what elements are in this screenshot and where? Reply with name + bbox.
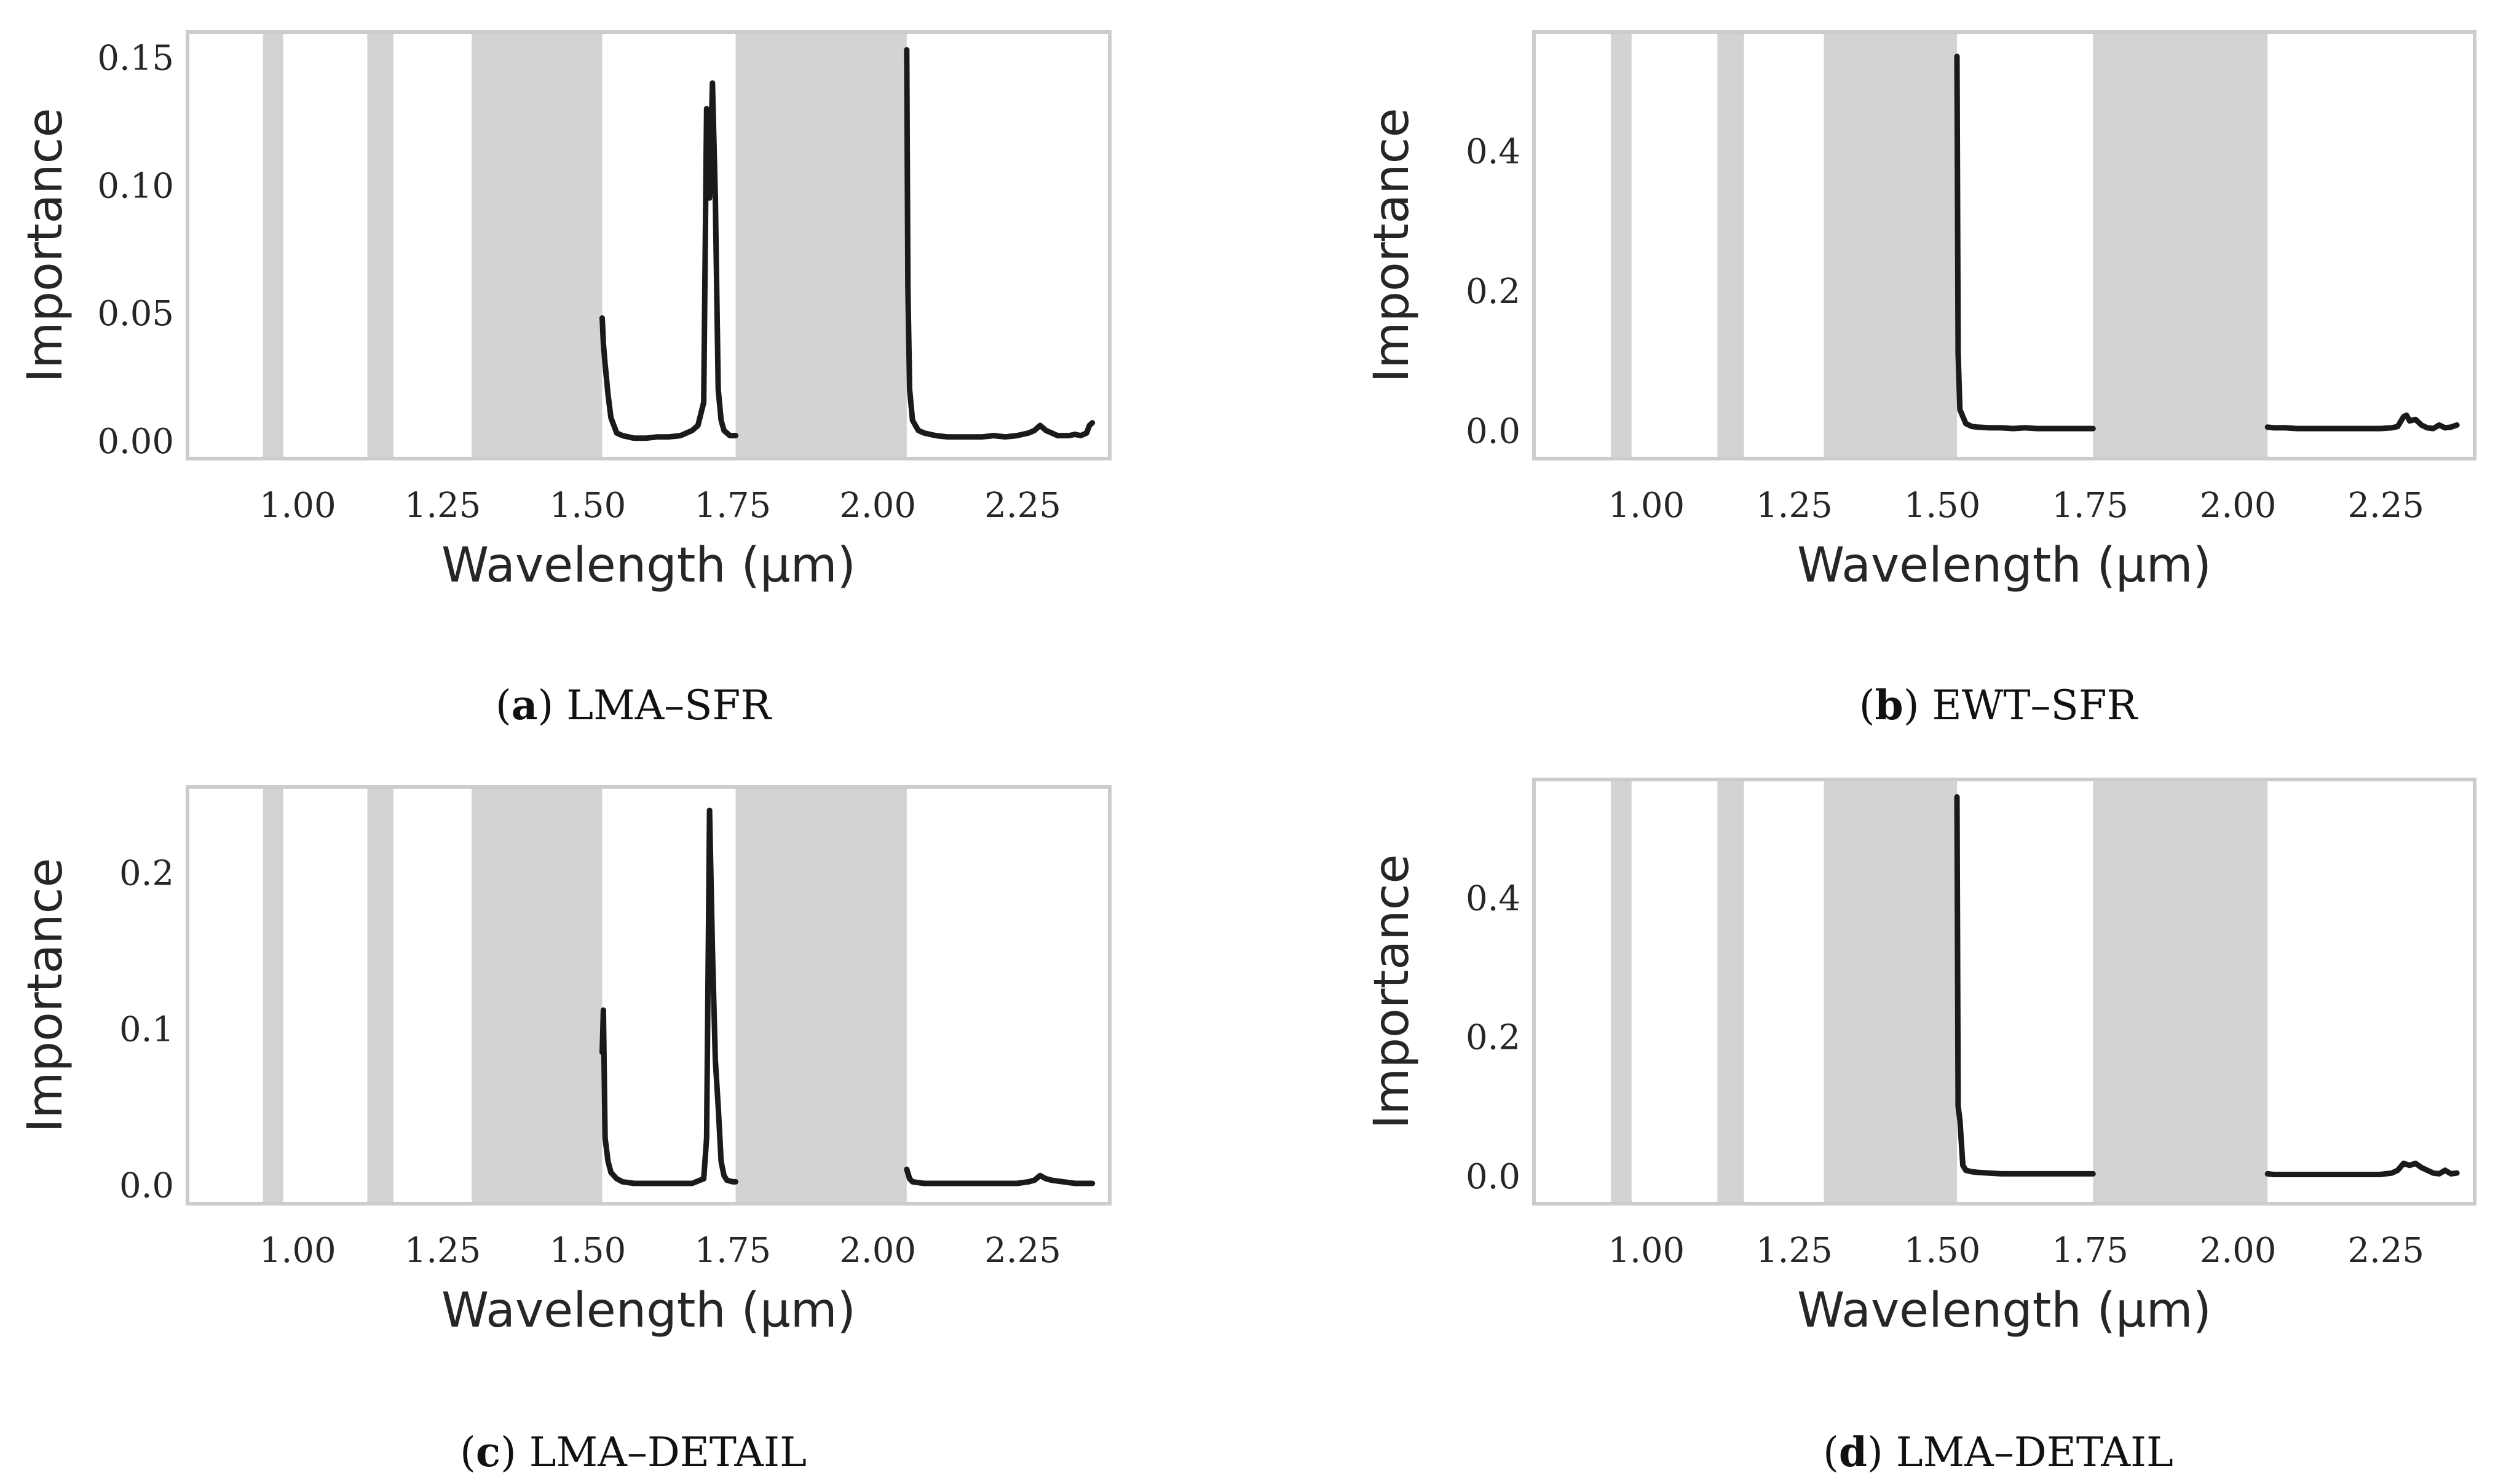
x-tick-label: 2.00 xyxy=(839,486,916,526)
masked-band xyxy=(263,787,283,1204)
y-tick-label: 0.0 xyxy=(1466,411,1520,451)
x-tick-label: 2.25 xyxy=(984,486,1061,526)
plot-frame xyxy=(186,30,1112,460)
y-axis-label: Importance xyxy=(1364,108,1420,383)
x-tick-label: 1.75 xyxy=(2052,486,2129,526)
x-tick-label: 1.00 xyxy=(1608,1231,1685,1271)
panel-caption: (b) EWT–SFR xyxy=(1859,681,2139,729)
masked-band xyxy=(367,32,393,459)
caption-paren-close: ) xyxy=(1903,682,1932,729)
x-tick-label: 1.75 xyxy=(694,1231,771,1271)
caption-letter: d xyxy=(1839,1428,1867,1476)
caption-letter: b xyxy=(1875,681,1903,729)
x-axis-label: Wavelength (μm) xyxy=(1797,1283,2212,1338)
masked-band xyxy=(1824,32,1958,459)
x-tick-label: 1.50 xyxy=(1904,1231,1981,1271)
panel-caption: (d) LMA–DETAIL xyxy=(1823,1428,2173,1476)
caption-paren-close: ) xyxy=(538,682,567,729)
x-axis-label: Wavelength (μm) xyxy=(441,1283,856,1338)
masked-band xyxy=(2093,32,2268,459)
x-tick-label: 2.25 xyxy=(2347,1231,2424,1271)
y-tick-label: 0.4 xyxy=(1466,878,1520,918)
panel-d: 1.00 1.25 1.50 1.75 2.00 2.25 0.0 0.2 0.4 Wavelen… xyxy=(1364,778,2476,1476)
caption-text: LMA–SFR xyxy=(566,682,772,729)
x-axis-label: Wavelength (μm) xyxy=(1797,538,2212,593)
panel-b: 1.00 1.25 1.50 1.75 2.00 2.25 0.0 0.2 0.4 Wavelen… xyxy=(1364,30,2476,729)
y-axis-label: Importance xyxy=(1364,854,1420,1129)
masked-band xyxy=(263,32,283,459)
masked-band xyxy=(367,787,393,1204)
caption-paren-close: ) xyxy=(500,1429,529,1476)
series-line xyxy=(904,1166,1096,1186)
caption-paren-open: ( xyxy=(460,1429,476,1476)
caption-paren-open: ( xyxy=(1823,1429,1839,1476)
x-tick-label: 1.25 xyxy=(405,1231,481,1271)
y-tick-label: 0.0 xyxy=(119,1166,174,1206)
y-tick-label: 0.0 xyxy=(1466,1157,1520,1197)
series-line xyxy=(599,807,738,1186)
x-tick-label: 2.00 xyxy=(839,1231,916,1271)
caption-letter: a xyxy=(512,681,538,729)
x-tick-label: 1.00 xyxy=(1608,486,1685,526)
caption-paren-close: ) xyxy=(1867,1429,1896,1476)
x-tick-label: 2.00 xyxy=(2200,486,2277,526)
x-tick-label: 1.25 xyxy=(1756,486,1833,526)
y-axis-label: Importance xyxy=(18,858,73,1133)
y-tick-label: 0.15 xyxy=(97,39,174,79)
y-tick-label: 0.1 xyxy=(119,1010,174,1050)
y-axis-label: Importance xyxy=(18,108,73,383)
x-tick-label: 1.50 xyxy=(550,486,626,526)
caption-paren-open: ( xyxy=(1859,682,1875,729)
caption-text: LMA–DETAIL xyxy=(529,1429,807,1476)
series-line xyxy=(2264,1160,2460,1177)
series-line xyxy=(599,80,738,441)
masked-band xyxy=(1611,779,1632,1204)
x-tick-label: 1.50 xyxy=(1904,486,1981,526)
y-tick-label: 0.2 xyxy=(1466,1018,1520,1058)
series-line xyxy=(2264,412,2460,432)
plot-frame xyxy=(186,785,1112,1206)
panel-a: 1.00 1.25 1.50 1.75 2.00 2.25 0.00 0.05 0.10 0.15… xyxy=(18,30,1112,729)
x-tick-label: 2.25 xyxy=(2347,486,2424,526)
panel-caption: (a) LMA–SFR xyxy=(496,681,772,729)
caption-text: EWT–SFR xyxy=(1932,682,2138,729)
masked-band xyxy=(1824,779,1958,1204)
x-axis-label: Wavelength (μm) xyxy=(441,538,856,593)
series-line xyxy=(1954,794,2096,1177)
x-tick-label: 2.00 xyxy=(2200,1231,2277,1271)
masked-band xyxy=(472,32,603,459)
masked-band xyxy=(472,787,603,1204)
y-tick-label: 0.05 xyxy=(97,294,174,334)
caption-text: LMA–DETAIL xyxy=(1896,1429,2173,1476)
panel-c: 1.00 1.25 1.50 1.75 2.00 2.25 0.0 0.1 0.2 Wavelen… xyxy=(18,785,1112,1476)
y-tick-label: 0.2 xyxy=(119,854,174,894)
series-line xyxy=(1954,53,2096,432)
masked-band xyxy=(1717,779,1744,1204)
x-tick-label: 2.25 xyxy=(984,1231,1061,1271)
masked-band xyxy=(2093,779,2268,1204)
x-tick-label: 1.75 xyxy=(694,486,771,526)
x-tick-label: 1.00 xyxy=(259,1231,336,1271)
x-tick-label: 1.25 xyxy=(1756,1231,1833,1271)
plot-frame xyxy=(1532,30,2476,460)
x-tick-label: 1.25 xyxy=(405,486,481,526)
caption-letter: c xyxy=(476,1428,500,1476)
y-tick-label: 0.2 xyxy=(1466,272,1520,312)
x-tick-label: 1.00 xyxy=(259,486,336,526)
plot-frame xyxy=(1532,778,2476,1206)
caption-paren-open: ( xyxy=(496,682,512,729)
masked-band xyxy=(735,32,907,459)
y-tick-label: 0.00 xyxy=(97,422,174,462)
y-tick-label: 0.4 xyxy=(1466,132,1520,172)
masked-band xyxy=(1611,32,1632,459)
x-tick-label: 1.75 xyxy=(2052,1231,2129,1271)
y-tick-label: 0.10 xyxy=(97,166,174,206)
series-line xyxy=(904,47,1096,440)
masked-band xyxy=(1717,32,1744,459)
masked-band xyxy=(735,787,907,1204)
panel-caption: (c) LMA–DETAIL xyxy=(460,1428,807,1476)
x-tick-label: 1.50 xyxy=(550,1231,626,1271)
